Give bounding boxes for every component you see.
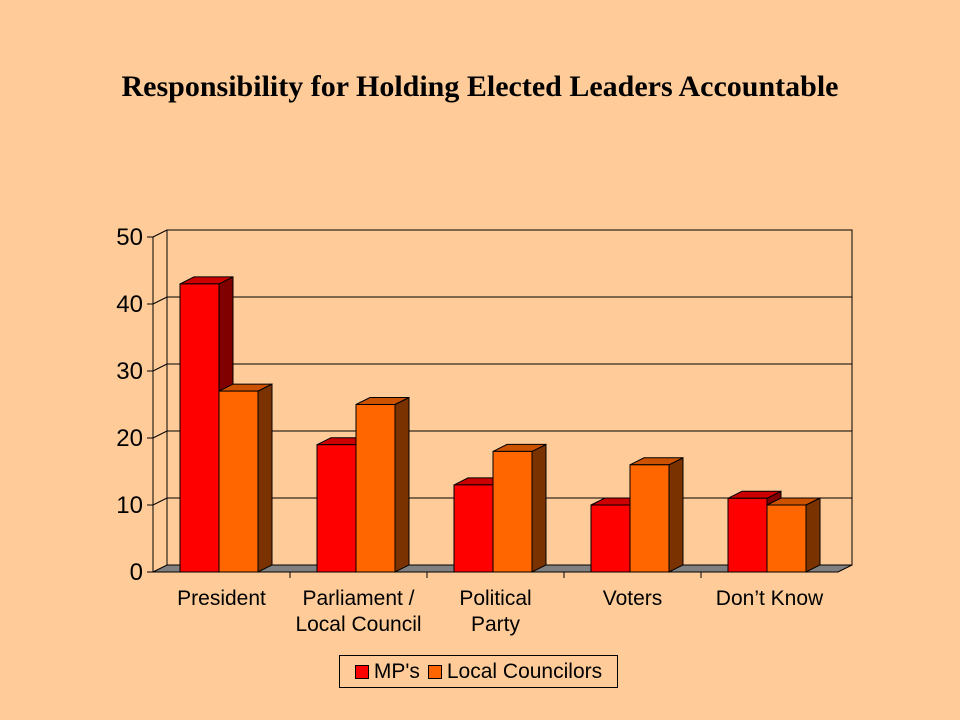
bar-side <box>668 456 684 573</box>
y-tick-label: 20 <box>116 425 143 452</box>
x-tick-label: Don’t Know <box>716 587 824 610</box>
bar <box>766 504 807 573</box>
x-tick-label: Local Council <box>295 613 421 636</box>
y-tick-label: 30 <box>116 358 143 385</box>
bar-side <box>531 443 547 573</box>
bar <box>492 450 533 573</box>
chart-title: Responsibility for Holding Elected Leade… <box>121 70 839 103</box>
gridline-side <box>152 497 168 506</box>
bar <box>316 444 357 573</box>
bar <box>727 497 768 573</box>
legend-label-mps: MP's <box>373 659 420 683</box>
legend: MP's Local Councilors <box>339 655 618 688</box>
x-tick-label: Political <box>459 587 531 610</box>
legend-item-mps: MP's <box>354 659 420 684</box>
x-tick-label: Parliament / <box>302 587 414 610</box>
legend-swatch-mps <box>354 664 369 679</box>
y-tick-label: 40 <box>116 291 143 318</box>
bar <box>179 283 220 573</box>
bar-side <box>805 497 821 573</box>
legend-swatch-local-councilors <box>427 664 442 679</box>
y-tick-label: 50 <box>116 224 143 251</box>
bar <box>355 404 396 573</box>
x-tick-label: Voters <box>603 587 663 610</box>
x-tick-label: Party <box>471 613 521 636</box>
bar-chart: 0 10 20 30 40 50 President Parliament / Local Co… <box>116 224 853 636</box>
gridline-side <box>152 363 168 372</box>
gridline-side <box>152 430 168 439</box>
bar <box>453 484 494 573</box>
bar-side <box>257 383 273 573</box>
legend-label-local-councilors: Local Councilors <box>446 659 603 683</box>
x-tick-label: President <box>177 587 266 610</box>
bar <box>629 464 670 573</box>
bar <box>590 504 631 573</box>
gridline-side <box>152 229 168 238</box>
gridline-side <box>152 296 168 305</box>
legend-item-local-councilors: Local Councilors <box>427 659 603 684</box>
y-tick-label: 10 <box>116 492 143 519</box>
bar <box>218 390 259 573</box>
bar-side <box>394 396 410 573</box>
y-tick-label: 0 <box>130 559 143 586</box>
